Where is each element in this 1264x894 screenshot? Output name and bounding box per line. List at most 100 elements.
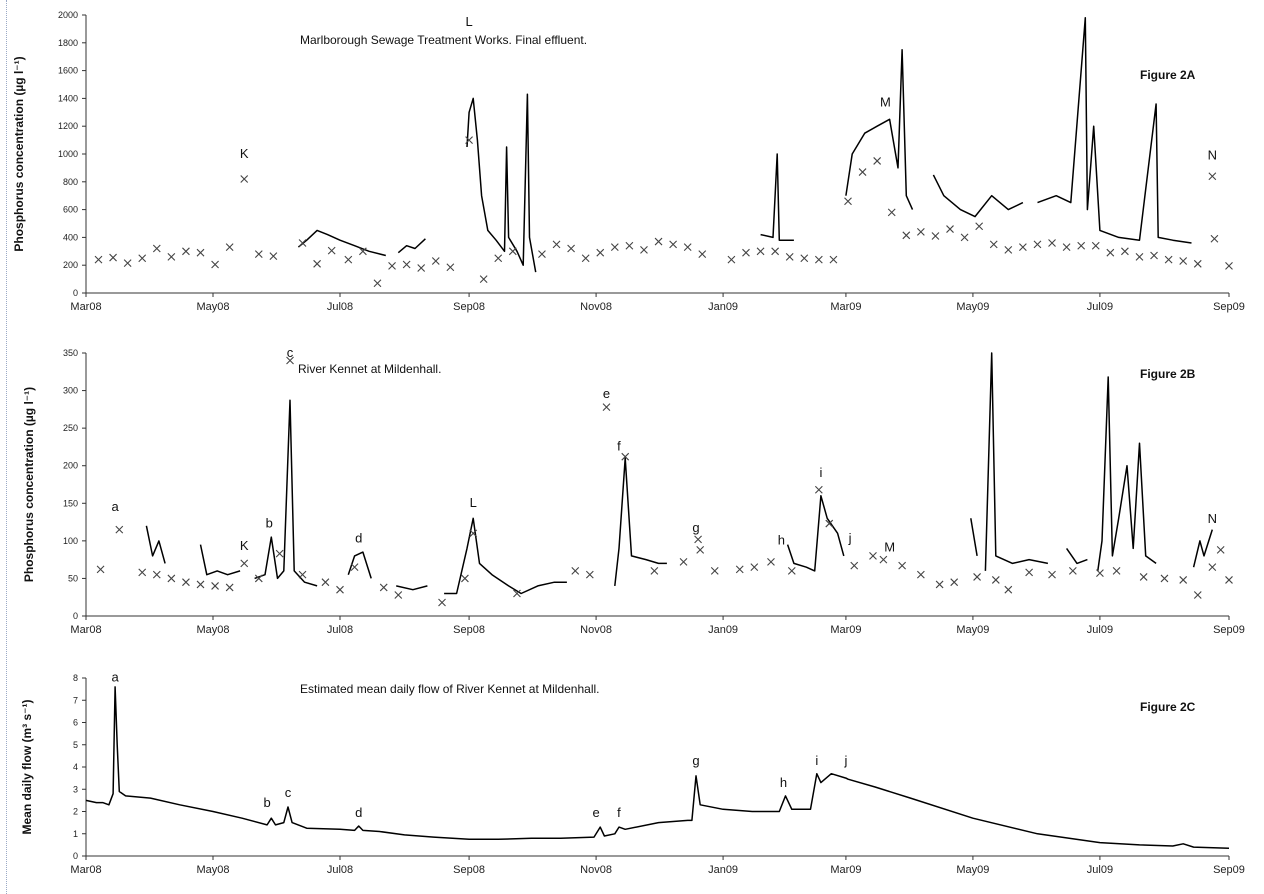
y-axis-label-2c: Mean daily flow (m³ s⁻¹) <box>20 699 34 834</box>
sample-marker-2a-4 <box>152 244 161 253</box>
figure-label-2a: Figure 2A <box>1140 68 1196 82</box>
figure-label-2b: Figure 2B <box>1140 367 1196 381</box>
sample-marker-2b-46 <box>991 576 1000 584</box>
sample-marker-2a-9 <box>225 243 234 252</box>
sample-marker-2b-16 <box>350 563 359 572</box>
sample-marker-2a-5 <box>167 252 176 261</box>
sample-marker-2b-41 <box>898 561 907 570</box>
sample-marker-2b-51 <box>1096 569 1104 578</box>
y-tick-label-2a: 1800 <box>58 38 78 48</box>
sample-marker-2a-68 <box>1135 252 1144 261</box>
y-tick-label-2a: 1600 <box>58 66 78 76</box>
sample-marker-2b-9 <box>240 559 249 568</box>
x-tick-label-2b: Jan09 <box>708 624 738 636</box>
sample-marker-2b-32 <box>735 565 744 574</box>
sample-marker-2b-33 <box>750 563 759 572</box>
y-tick-label-2a: 800 <box>63 177 78 187</box>
sample-marker-2a-69 <box>1150 251 1158 260</box>
sample-marker-2a-32 <box>596 248 605 257</box>
series-line-2c-0 <box>85 686 1230 849</box>
sample-marker-2b-53 <box>1139 573 1148 581</box>
event-label-2c-d: d <box>355 805 362 820</box>
x-tick-label-2b: Mar09 <box>830 624 861 636</box>
sample-marker-2b-36 <box>814 485 823 494</box>
series-line-2a-0 <box>297 229 386 257</box>
sample-marker-2a-36 <box>654 237 663 246</box>
x-tick-label-2c: Nov08 <box>580 864 612 876</box>
sample-marker-2a-6 <box>182 247 190 256</box>
sample-marker-2a-52 <box>902 231 911 240</box>
event-label-2a-N: N <box>1208 148 1217 163</box>
sample-marker-2b-37 <box>825 519 834 528</box>
sample-marker-2b-10 <box>254 574 263 583</box>
series-line-2b-8 <box>970 518 978 557</box>
x-tick-label-2a: Mar08 <box>70 301 101 313</box>
y-tick-label-2c: 1 <box>73 829 78 839</box>
panel-2c: 0 1 2 3 4 5 6 7 8 Mar08 May08 Jul08 Sep08 Nov08 Jan09 M… <box>20 669 1245 876</box>
sample-marker-2b-13 <box>298 570 307 579</box>
sample-marker-2a-22 <box>431 257 440 265</box>
sample-marker-2b-45 <box>973 573 981 581</box>
series-line-2b-12 <box>1192 529 1214 568</box>
figure-label-2c: Figure 2C <box>1140 700 1196 714</box>
page-margin-rule <box>6 0 7 894</box>
sample-marker-2b-0 <box>96 565 105 574</box>
event-label-2b-f: f <box>617 439 621 454</box>
sample-marker-2b-54 <box>1160 574 1169 583</box>
sample-marker-2a-70 <box>1164 255 1173 264</box>
sample-marker-2a-25 <box>479 275 488 283</box>
sample-marker-2a-38 <box>683 243 692 252</box>
sample-marker-2a-47 <box>829 255 838 264</box>
sample-marker-2b-2 <box>138 568 147 577</box>
event-label-2c-c: c <box>285 785 292 800</box>
event-label-2c-j: j <box>843 753 847 768</box>
y-tick-label-2a: 400 <box>63 232 78 242</box>
series-line-2b-0 <box>145 525 166 564</box>
sample-marker-2a-19 <box>388 262 396 270</box>
sample-marker-2b-47 <box>1004 585 1013 594</box>
event-label-2a-L: L <box>465 14 472 29</box>
x-tick-label-2c: May09 <box>956 864 989 876</box>
sample-marker-2b-49 <box>1048 570 1056 579</box>
sample-marker-2a-14 <box>313 259 321 268</box>
sample-marker-2a-67 <box>1121 247 1129 256</box>
event-label-2b-d: d <box>355 530 362 545</box>
sample-marker-2a-72 <box>1193 259 1202 268</box>
y-tick-label-2a: 600 <box>63 205 78 215</box>
sample-marker-2a-3 <box>138 254 147 263</box>
event-label-2b-M: M <box>884 539 895 554</box>
y-tick-label-2a: 200 <box>63 260 78 270</box>
x-tick-label-2b: Mar08 <box>70 624 101 636</box>
sample-marker-2b-22 <box>513 589 521 598</box>
sample-marker-2a-62 <box>1048 239 1056 247</box>
y-tick-label-2c: 0 <box>73 851 78 861</box>
x-tick-label-2a: Nov08 <box>580 301 612 313</box>
sample-marker-2b-58 <box>1216 545 1225 554</box>
series-line-2b-1 <box>199 544 241 576</box>
series-line-2a-1 <box>397 238 426 254</box>
sample-marker-2b-26 <box>621 452 630 461</box>
x-tick-label-2b: Jul08 <box>327 624 353 636</box>
y-tick-label-2a: 0 <box>73 288 78 298</box>
sample-marker-2b-4 <box>167 574 176 583</box>
x-tick-label-2c: Jul08 <box>327 864 353 876</box>
sample-marker-2b-23 <box>571 567 580 575</box>
x-tick-label-2b: Sep09 <box>1213 624 1245 636</box>
sample-marker-2b-55 <box>1179 576 1188 584</box>
y-tick-label-2b: 100 <box>63 536 78 546</box>
sample-marker-2b-7 <box>211 582 219 590</box>
sample-marker-2a-50 <box>873 157 882 165</box>
sample-marker-2a-35 <box>640 246 648 254</box>
event-label-2c-f: f <box>617 805 621 820</box>
event-label-2b-b: b <box>266 515 273 530</box>
sample-marker-2a-46 <box>814 255 823 264</box>
sample-marker-2a-54 <box>931 232 940 240</box>
sample-marker-2a-0 <box>94 255 103 264</box>
sample-marker-2a-63 <box>1062 243 1071 252</box>
sample-marker-2b-27 <box>650 567 659 575</box>
sample-marker-2a-58 <box>989 240 998 249</box>
series-line-2b-3 <box>347 551 372 579</box>
x-tick-label-2c: May08 <box>196 864 229 876</box>
sample-marker-2a-31 <box>581 254 590 263</box>
